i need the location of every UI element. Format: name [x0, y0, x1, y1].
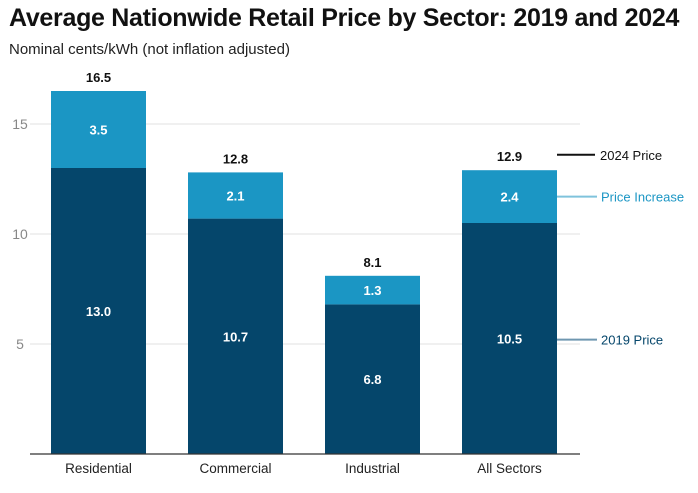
bar-segment-increase — [188, 172, 283, 219]
x-category-label: All Sectors — [477, 461, 542, 476]
total-value-label: 16.5 — [86, 70, 111, 85]
y-tick-label: 5 — [16, 336, 24, 352]
legend-label: 2024 Price — [600, 148, 662, 163]
legend-label: 2019 Price — [601, 333, 663, 348]
segment-value-label: 10.5 — [497, 332, 522, 347]
segment-value-label: 3.5 — [89, 123, 107, 138]
segment-value-label: 1.3 — [363, 283, 381, 298]
bar-segment-increase — [51, 91, 146, 168]
y-tick-label: 15 — [12, 116, 28, 132]
bar-segment-2019 — [188, 218, 283, 454]
legend-label: Price Increase — [601, 190, 684, 205]
x-category-label: Commercial — [199, 461, 271, 476]
bar-segment-2019 — [462, 223, 557, 454]
bar-segment-2019 — [325, 304, 420, 454]
x-category-label: Residential — [65, 461, 132, 476]
total-value-label: 12.9 — [497, 149, 522, 164]
segment-value-label: 6.8 — [363, 372, 381, 387]
chart-subtitle: Nominal cents/kWh (not inflation adjuste… — [9, 41, 290, 58]
bar-segment-increase — [325, 275, 420, 305]
chart-title: Average Nationwide Retail Price by Secto… — [9, 4, 680, 32]
bar-segment-2019 — [51, 168, 146, 454]
segment-value-label: 10.7 — [223, 329, 248, 344]
segment-value-label: 13.0 — [86, 304, 111, 319]
y-tick-label: 10 — [12, 226, 28, 242]
segment-value-label: 2.1 — [226, 189, 244, 204]
total-value-label: 8.1 — [363, 255, 381, 270]
total-value-label: 12.8 — [223, 151, 248, 166]
x-category-label: Industrial — [345, 461, 400, 476]
segment-value-label: 2.4 — [500, 190, 519, 205]
bar-segment-increase — [462, 170, 557, 223]
